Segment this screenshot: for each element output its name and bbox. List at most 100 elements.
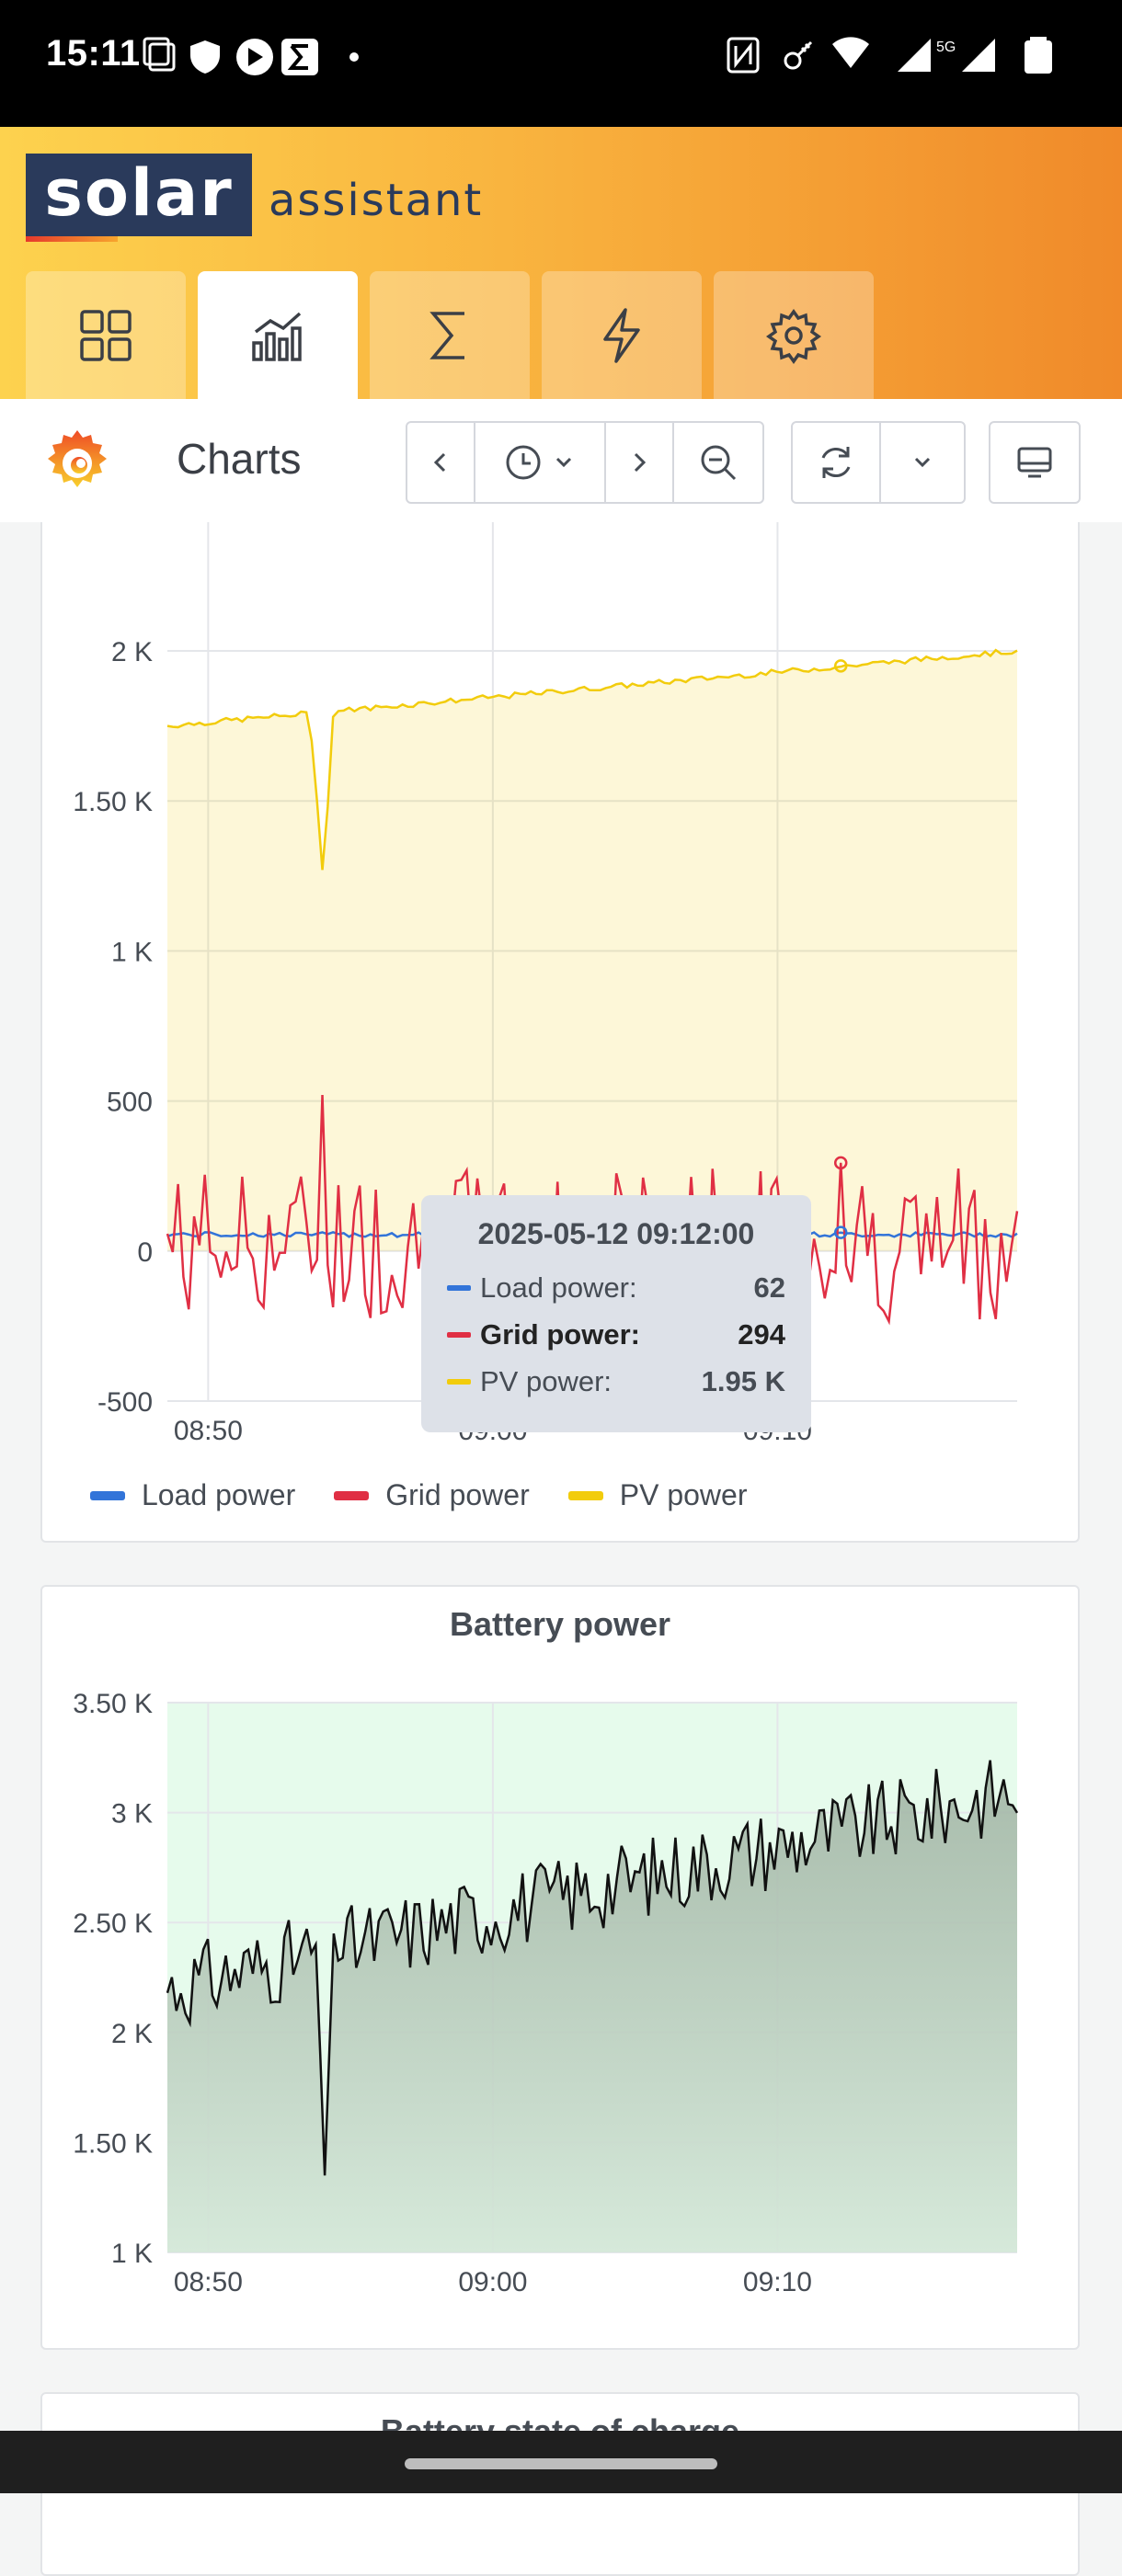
y-tick-label: 1.50 K [73, 2128, 153, 2159]
load-hover-point [833, 1225, 848, 1239]
tab-totals[interactable] [370, 271, 530, 399]
y-tick-label: 3.50 K [73, 1689, 153, 1719]
screenshot-icon [143, 37, 176, 72]
system-nav-bar [0, 2431, 1122, 2493]
signal-icon-2 [962, 39, 995, 72]
legend-swatch [567, 1490, 603, 1500]
tab-settings[interactable] [714, 271, 874, 399]
time-controls [406, 421, 764, 504]
nfc-icon [727, 37, 760, 74]
zoom-out-button[interactable] [674, 423, 762, 502]
chevron-down-icon [914, 457, 931, 468]
refresh-interval-dropdown[interactable] [881, 423, 964, 502]
y-tick-label: 2 K [111, 637, 153, 667]
refresh-controls [791, 421, 966, 504]
chevron-down-icon [555, 457, 572, 468]
power-legend: Load power Grid power PV power [90, 1478, 747, 1512]
logo[interactable]: solar [26, 154, 252, 236]
tooltip-row-grid: Grid power: 294 [447, 1311, 785, 1358]
time-forward-button[interactable] [606, 423, 674, 502]
tooltip-row-load: Load power: 62 [447, 1264, 785, 1311]
x-tick-label: 09:00 [458, 2267, 527, 2297]
sigma-icon [429, 311, 464, 359]
tooltip-label: Load power: [480, 1271, 637, 1304]
time-picker-button[interactable] [475, 423, 606, 502]
battery-power-area [167, 1760, 1017, 2252]
vpn-key-icon [784, 40, 813, 70]
tab-power[interactable] [542, 271, 702, 399]
y-tick-label: 1 K [111, 2239, 153, 2269]
tooltip-swatch [447, 1331, 471, 1338]
legend-item-grid[interactable]: Grid power [334, 1478, 530, 1512]
legend-item-load[interactable]: Load power [90, 1478, 295, 1512]
home-gesture-bar[interactable] [405, 2458, 717, 2469]
battery-power-line [166, 1760, 1019, 2176]
tab-dashboard[interactable] [26, 271, 186, 399]
legend-item-pv[interactable]: PV power [567, 1478, 748, 1512]
network-label: 5G [936, 40, 956, 55]
page-title: Charts [177, 435, 302, 483]
y-tick-label: 3 K [111, 1799, 153, 1829]
signal-icon [898, 39, 931, 72]
chevron-left-icon [433, 452, 446, 473]
y-tick-label: 1.50 K [73, 787, 153, 817]
pv-hover-point [833, 659, 848, 673]
time-back-button[interactable] [407, 423, 475, 502]
status-bar: 15:11 5G [0, 0, 1122, 127]
battery-power-panel: Battery power 3.50 K 3 K 2.50 K 2 K 1.50 K 1 … [40, 1585, 1080, 2350]
grid-icon [80, 309, 132, 361]
dashboard-toolbar: Charts [0, 399, 1122, 522]
logo-subtitle: assistant [269, 175, 484, 226]
tooltip-swatch [447, 1378, 471, 1385]
legend-swatch [90, 1490, 125, 1500]
chart-icon [252, 312, 302, 361]
zoom-out-icon [701, 445, 737, 481]
y-tick-label: 2 K [111, 2019, 153, 2049]
lightning-icon [603, 307, 640, 363]
status-system-icons: 5G [727, 33, 1085, 82]
chart-tooltip: 2025-05-12 09:12:00 Load power: 62 Grid … [421, 1195, 811, 1432]
monitor-icon [1017, 447, 1052, 478]
y-tick-label: 1 K [111, 937, 153, 967]
y-tick-label: 0 [137, 1237, 153, 1268]
legend-label: Load power [142, 1478, 296, 1511]
refresh-icon [821, 447, 851, 478]
battery-icon [1025, 37, 1052, 74]
tooltip-label: Grid power: [480, 1317, 640, 1351]
battery-power-chart[interactable]: 3.50 K 3 K 2.50 K 2 K 1.50 K 1 K 08:50 09:00 09:… [42, 1587, 1078, 2322]
app-header: solar assistant [0, 127, 1122, 399]
tooltip-swatch [447, 1284, 471, 1291]
legend-label: Grid power [385, 1478, 530, 1511]
tooltip-value: 62 [753, 1271, 785, 1304]
tab-charts[interactable] [198, 271, 358, 399]
clock-icon [506, 445, 541, 480]
grafana-logo-icon[interactable] [42, 427, 112, 501]
status-time: 15:11 [46, 33, 141, 74]
y-tick-label: 2.50 K [73, 1909, 153, 1939]
x-tick-label: 08:50 [174, 2267, 243, 2297]
view-controls [989, 421, 1081, 504]
logo-underline [26, 236, 118, 242]
refresh-button[interactable] [793, 423, 881, 502]
tv-mode-button[interactable] [990, 423, 1079, 502]
panel-title: Battery power [449, 1605, 671, 1643]
x-tick-label: 08:50 [174, 1416, 243, 1446]
y-tick-label: 500 [107, 1088, 153, 1118]
pv-power-line [166, 648, 1018, 871]
pv-power-area [167, 650, 1017, 1251]
x-tick-label: 09:10 [743, 2267, 812, 2297]
play-icon [236, 39, 273, 75]
chevron-right-icon [634, 452, 647, 473]
dot-icon [349, 52, 359, 62]
grid-hover-point [833, 1156, 848, 1170]
status-notification-icons [143, 35, 418, 84]
shield-icon [190, 40, 220, 74]
gear-icon [765, 308, 822, 364]
legend-label: PV power [619, 1478, 748, 1511]
wifi-icon [832, 37, 869, 68]
y-tick-label: -500 [97, 1387, 153, 1418]
tooltip-label: PV power: [480, 1364, 613, 1397]
tooltip-value: 1.95 K [701, 1364, 785, 1397]
tooltip-row-pv: PV power: 1.95 K [447, 1358, 785, 1405]
